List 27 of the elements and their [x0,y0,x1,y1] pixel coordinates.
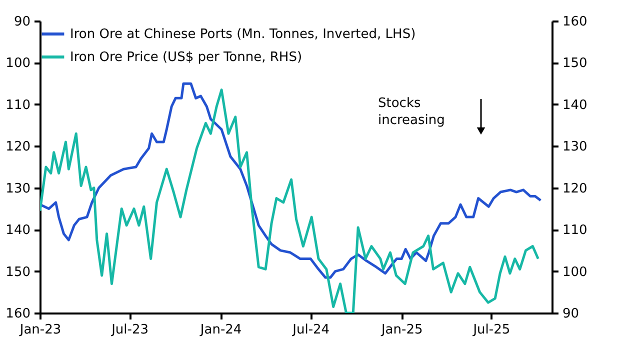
y-tick-label: 130 [6,181,30,196]
line-series [40,88,540,313]
legend-label: Iron Ore at Chinese Ports (Mn. Tonnes, Inverted, LHS) [70,27,416,42]
x-tick-label: Jul-23 [110,322,148,338]
y-tick-label: 160 [6,306,30,322]
x-tick-label: Jan-24 [199,322,242,338]
x-tick-label: Jul-24 [292,322,330,338]
y2-tick-label: 150 [562,56,588,72]
y2-tick-label: 90 [562,306,580,322]
legend-label: Iron Ore Price (US$ per Tonne, RHS) [70,50,302,65]
x-tick-label: Jan-23 [18,322,62,338]
y-tick-label: 90 [14,14,30,30]
y-tick-label: 120 [6,140,30,155]
y-tick-label: 110 [6,98,30,113]
annotation: Stocks increasing [378,96,445,128]
line-series [40,82,542,279]
x-tick-label: Jul-25 [472,322,510,338]
y-tick-label: 100 [6,56,30,72]
y2-tick-label: 110 [562,223,588,238]
y2-tick-label: 160 [562,14,588,30]
y2-tick-label: 140 [562,98,588,113]
y2-tick-label: 120 [562,181,588,196]
y-tick-label: 150 [6,264,30,280]
y2-tick-label: 100 [562,264,588,280]
x-tick-label: Jan-25 [380,322,423,338]
y-tick-label: 140 [6,223,30,238]
y2-tick-label: 130 [562,140,588,155]
